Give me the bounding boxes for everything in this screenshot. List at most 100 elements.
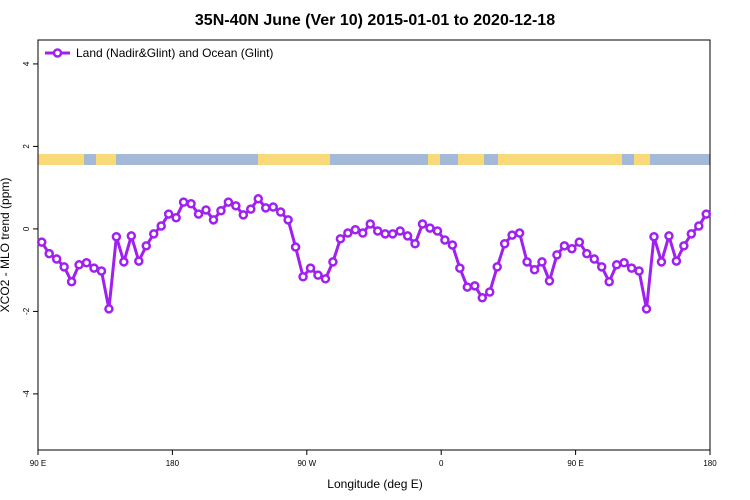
point <box>477 293 488 303</box>
point <box>305 263 316 273</box>
point <box>372 226 383 236</box>
land-ocean-strip <box>38 154 710 165</box>
point <box>604 276 614 287</box>
point <box>59 262 69 272</box>
point <box>89 263 99 273</box>
land <box>258 154 330 165</box>
land <box>428 154 440 165</box>
point <box>544 276 555 286</box>
point <box>380 229 390 239</box>
point <box>522 257 532 267</box>
legend-label: Land (Nadir&Glint) and Ocean (Glint) <box>76 46 273 60</box>
point <box>507 230 517 240</box>
point <box>589 254 600 264</box>
point <box>44 248 54 259</box>
x-axis-label: Longitude (deg E) <box>327 477 422 491</box>
point <box>664 231 674 241</box>
point <box>440 235 450 245</box>
series-line <box>40 196 708 310</box>
point <box>238 210 249 220</box>
point <box>253 194 264 204</box>
point <box>574 237 585 247</box>
point <box>596 262 607 272</box>
point <box>51 254 62 264</box>
point <box>387 229 398 239</box>
point <box>126 231 137 241</box>
plot-frame <box>37 39 711 451</box>
point <box>499 239 510 249</box>
point <box>231 201 241 211</box>
point <box>626 263 637 273</box>
point <box>537 257 547 267</box>
point <box>567 243 577 254</box>
chart-title: 35N-40N June (Ver 10) 2015-01-01 to 2020… <box>195 12 555 29</box>
point <box>559 241 570 251</box>
point <box>671 256 682 266</box>
point <box>365 219 376 229</box>
y-tick-label: 4 <box>22 61 31 66</box>
point <box>335 234 346 244</box>
y-tick-label: -4 <box>22 390 31 398</box>
point <box>350 224 361 235</box>
point <box>178 197 189 207</box>
point <box>275 207 286 217</box>
point <box>260 203 271 213</box>
point <box>492 262 502 272</box>
point <box>111 232 122 242</box>
land <box>634 154 650 165</box>
point <box>552 250 562 260</box>
point <box>148 229 159 239</box>
point <box>201 205 211 215</box>
point <box>701 209 712 219</box>
x-tick-label: 0 <box>439 459 444 468</box>
point <box>395 226 405 236</box>
point <box>193 209 204 219</box>
point <box>216 206 226 216</box>
point <box>66 276 77 287</box>
point <box>328 257 338 267</box>
point <box>641 304 652 314</box>
point <box>104 304 114 314</box>
land <box>458 154 484 165</box>
legend-marker <box>52 48 63 58</box>
point <box>246 204 256 214</box>
y-axis-label: XCO2 - MLO trend (ppm) <box>0 178 12 313</box>
point <box>619 257 629 268</box>
point <box>611 260 622 270</box>
point <box>432 226 443 236</box>
point <box>447 240 458 250</box>
point <box>455 263 465 273</box>
point <box>694 221 704 231</box>
point <box>36 237 47 247</box>
point <box>208 215 219 225</box>
point <box>410 239 420 249</box>
point <box>679 241 689 251</box>
point <box>402 231 413 241</box>
point <box>529 264 540 275</box>
point <box>462 282 473 292</box>
point <box>313 270 323 280</box>
point <box>171 213 181 223</box>
point <box>119 257 129 267</box>
x-tick-label: 90 E <box>567 459 583 468</box>
land <box>96 154 116 165</box>
y-tick-label: 2 <box>22 144 31 149</box>
point <box>141 241 152 251</box>
point <box>582 248 592 259</box>
ocean <box>38 154 710 165</box>
point <box>656 257 667 267</box>
point <box>343 228 353 238</box>
x-tick-label: 180 <box>703 459 717 468</box>
point <box>298 272 308 282</box>
point <box>514 228 525 238</box>
land <box>498 154 622 165</box>
y-tick-label: -2 <box>22 307 31 315</box>
point <box>96 266 107 276</box>
land <box>38 154 84 165</box>
point <box>320 274 331 284</box>
point <box>470 281 480 291</box>
point <box>649 232 659 242</box>
point <box>283 215 293 225</box>
point <box>223 197 234 207</box>
